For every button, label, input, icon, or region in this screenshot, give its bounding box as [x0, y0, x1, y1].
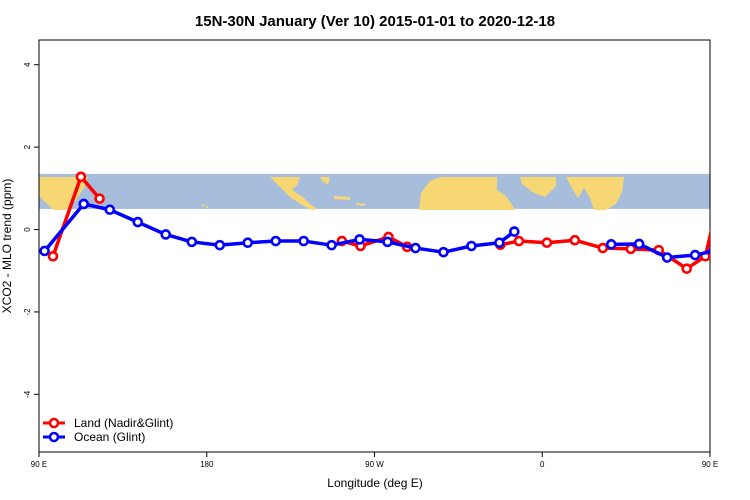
series-ocean-point [410, 242, 421, 254]
series-land-point [75, 171, 87, 183]
legend-item-ocean: Ocean (Glint) [43, 430, 145, 444]
x-tick-label: 90 W [365, 460, 384, 469]
series-land-point [625, 243, 637, 255]
y-axis-label: XCO2 - MLO trend (ppm) [0, 179, 14, 314]
series-land-point [597, 242, 609, 254]
y-tick-label: 4 [23, 62, 32, 67]
y-tick-label: 2 [23, 144, 32, 149]
map-land-shapes [39, 177, 624, 210]
series-ocean-point [661, 252, 673, 263]
series-ocean-point [298, 235, 309, 247]
legend-marker-land [48, 417, 60, 429]
series-land-point [720, 173, 728, 181]
series-land-line [724, 177, 743, 199]
series-ocean-point [326, 239, 337, 251]
series-ocean-point [270, 235, 282, 247]
legend: Land (Nadir&Glint) Ocean (Glint) [43, 416, 173, 444]
series-ocean-point [104, 204, 116, 216]
x-axis-label: Longitude (deg E) [327, 476, 422, 490]
series-ocean-line [611, 242, 710, 260]
series-ocean-point [78, 198, 90, 210]
x-axis: 90 E 180 90 W 0 90 E [31, 452, 718, 469]
series-ocean-point [605, 239, 617, 250]
series-ocean-point [39, 245, 50, 257]
world-map-band [39, 173, 710, 210]
series-ocean-point [494, 237, 505, 249]
legend-marker-ocean [48, 431, 60, 443]
x-tick-label: 90 E [31, 460, 47, 469]
series-land-point [569, 234, 581, 246]
series-ocean-point [438, 246, 449, 258]
series-ocean-point [689, 249, 701, 261]
y-tick-label: -2 [23, 308, 32, 316]
series-ocean [39, 198, 736, 263]
series-ocean-point [728, 200, 736, 208]
x-tick-label: 90 E [702, 460, 718, 469]
chart-title: 15N-30N January (Ver 10) 2015-01-01 to 2… [195, 13, 555, 30]
series-ocean-point [354, 234, 365, 245]
y-tick-label: -4 [23, 390, 32, 398]
series-land-line [499, 228, 710, 271]
series-land-point [513, 235, 525, 247]
series-ocean-point [708, 247, 710, 255]
series-land-point [94, 193, 105, 204]
x-tick-label: 0 [540, 460, 545, 469]
x-tick-label: 180 [200, 460, 214, 469]
y-tick-label: 0 [23, 227, 32, 232]
series-layer [39, 171, 747, 274]
series-land-point [541, 237, 553, 249]
series-ocean-point [132, 216, 144, 228]
legend-item-land: Land (Nadir&Glint) [43, 416, 173, 430]
legend-label-ocean: Ocean (Glint) [74, 430, 145, 444]
series-land-point [47, 250, 59, 262]
series-ocean-line [43, 202, 516, 254]
series-ocean-point [186, 236, 198, 248]
series-ocean-point [633, 238, 645, 250]
y-axis: 4 2 0 -2 -4 [23, 62, 39, 398]
series-ocean-point [242, 237, 254, 249]
series-land-point [739, 195, 747, 203]
series-ocean-point [382, 236, 393, 248]
series-land-point [720, 173, 728, 181]
series-ocean-point [214, 239, 226, 251]
legend-label-land: Land (Nadir&Glint) [74, 416, 173, 430]
series-ocean-point [508, 226, 520, 237]
series-land-point [681, 263, 693, 274]
series-ocean-point [160, 229, 172, 240]
series-ocean-point [466, 240, 477, 252]
